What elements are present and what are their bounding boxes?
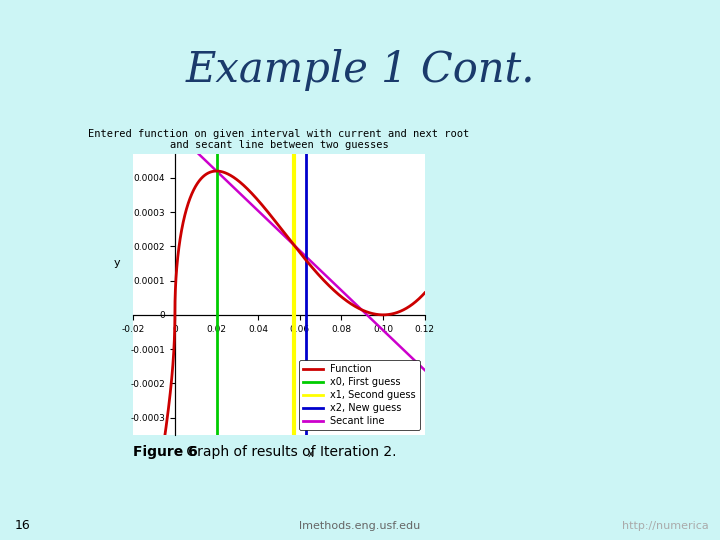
- Text: x: x: [307, 449, 313, 459]
- Legend: Function, x0, First guess, x1, Second guess, x2, New guess, Secant line: Function, x0, First guess, x1, Second gu…: [300, 360, 420, 430]
- Text: Figure 6: Figure 6: [133, 446, 198, 460]
- Text: Example 1 Cont.: Example 1 Cont.: [185, 49, 535, 91]
- Text: Graph of results of Iteration 2.: Graph of results of Iteration 2.: [182, 446, 397, 460]
- Text: http://numerica: http://numerica: [623, 521, 709, 531]
- Text: 16: 16: [14, 519, 30, 532]
- Title: Entered function on given interval with current and next root
and secant line be: Entered function on given interval with …: [89, 129, 469, 150]
- Text: y: y: [113, 259, 120, 268]
- Text: lmethods.eng.usf.edu: lmethods.eng.usf.edu: [300, 521, 420, 531]
